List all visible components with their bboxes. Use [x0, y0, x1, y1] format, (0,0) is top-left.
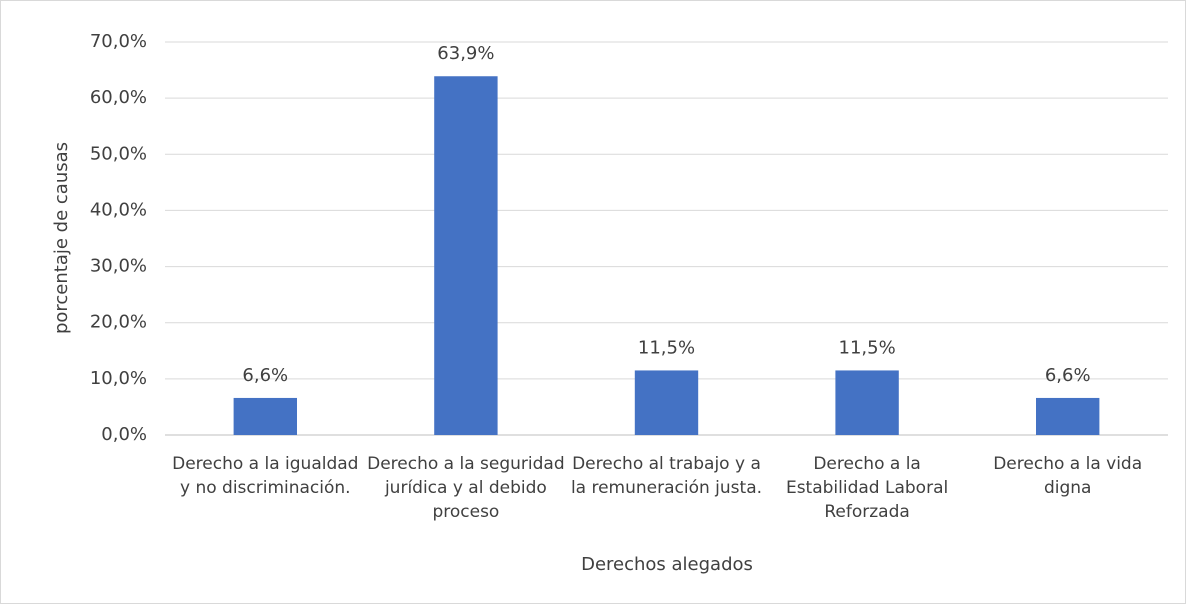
data-label: 11,5% [638, 337, 695, 358]
y-tick-label: 50,0% [90, 143, 147, 164]
y-tick-label: 20,0% [90, 312, 147, 333]
x-tick-label: Derecho al trabajo y a la remuneración j… [570, 454, 763, 498]
bar [634, 370, 699, 435]
y-tick-label: 0,0% [101, 424, 147, 445]
y-tick-label: 60,0% [90, 87, 147, 108]
x-axis-title: Derechos alegados [581, 554, 753, 575]
bar [434, 76, 498, 436]
data-label: 6,6% [242, 365, 288, 386]
y-tick-label: 40,0% [90, 199, 147, 220]
bar [233, 397, 297, 435]
x-tick-label: Derecho a la igualdad y no discriminació… [172, 454, 359, 498]
y-tick-label: 30,0% [90, 256, 147, 277]
x-tick-label: Derecho a la Estabilidad Laboral Reforza… [785, 454, 949, 522]
bar [1036, 397, 1100, 435]
data-label: 11,5% [839, 337, 896, 358]
y-axis-title: porcentaje de causas [51, 142, 72, 334]
x-tick-label: Derecho a la vida digna [993, 454, 1143, 498]
x-tick-label-box: Derecho a la vida digna [993, 454, 1143, 498]
bar [835, 370, 899, 435]
y-tick-label: 10,0% [90, 368, 147, 389]
x-tick-label-box: Derecho al trabajo y a la remuneración j… [570, 454, 763, 498]
x-tick-label-box: Derecho a la seguridad jurídica y al deb… [367, 454, 565, 522]
data-label: 6,6% [1045, 365, 1091, 386]
data-label: 63,9% [437, 43, 494, 64]
y-tick-label: 70,0% [90, 31, 147, 52]
x-tick-label-box: Derecho a la Estabilidad Laboral Reforza… [785, 454, 949, 522]
x-tick-label-box: Derecho a la igualdad y no discriminació… [172, 454, 359, 498]
x-tick-label: Derecho a la seguridad jurídica y al deb… [367, 454, 565, 522]
